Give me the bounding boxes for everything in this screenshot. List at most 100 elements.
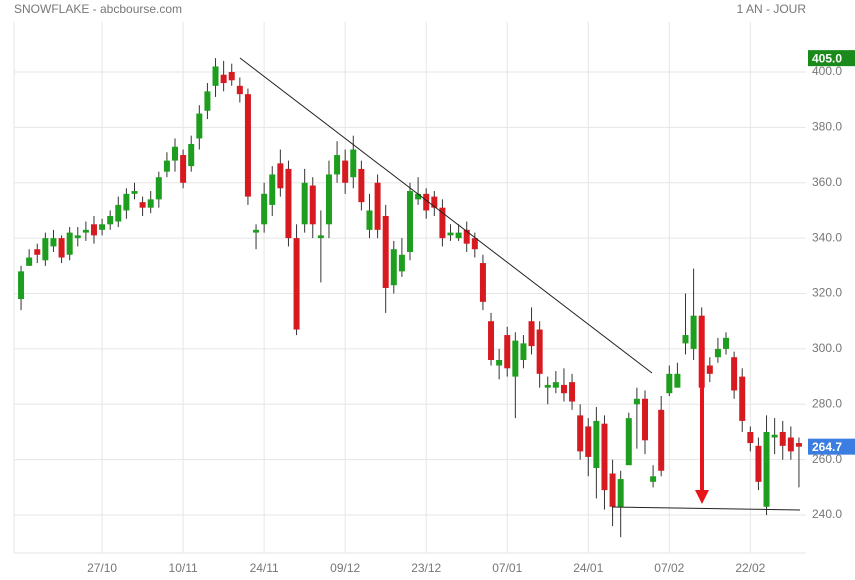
candle-body [674,373,681,388]
candle-body [463,229,470,244]
candle-body [690,315,697,349]
candle-body [504,335,511,369]
candle-body [269,174,276,205]
candle-body [123,193,130,211]
x-tick-label: 07/01 [492,561,522,575]
candle-body [147,199,154,208]
candle-body [66,232,73,255]
candle-body [552,382,559,388]
candle-body [593,420,600,468]
candle-body [34,249,41,255]
candle-body [536,329,543,374]
candle-body [520,343,527,360]
candle-body [439,207,446,239]
x-tick-label: 24/01 [573,561,603,575]
candle-body [447,232,454,236]
candle-body [512,340,519,377]
candle-body [244,94,251,197]
candle-body [293,238,300,330]
candle-body [350,149,357,178]
candle-body [577,415,584,452]
candle-body [723,337,730,349]
candle-body [18,271,25,300]
candle-body [771,434,778,438]
x-tick-label: 24/11 [250,561,279,575]
candle-body [398,254,405,272]
candle-body [763,431,770,507]
candle-body [99,224,106,230]
candle-body [325,174,332,225]
candle-body [471,238,478,250]
candle-body [666,373,673,394]
candle-body [180,155,187,183]
support-line [611,506,801,511]
candle-body [609,473,616,507]
y-tick-label: 400.0 [812,64,842,78]
candle-body [261,193,268,225]
candle-body [334,155,341,175]
x-tick-label: 27/10 [87,561,117,575]
candle-body [115,204,122,222]
candle-body [625,418,632,466]
candle-body [423,193,430,211]
y-tick-label: 320.0 [812,286,842,300]
candle-body [277,163,284,189]
chart-title: SNOWFLAKE - abcbourse.com [14,2,182,16]
x-tick-label: 09/12 [330,561,360,575]
x-tick-label: 10/11 [169,561,198,575]
price-marker-label: 264.7 [812,440,842,454]
price-marker [808,438,855,455]
candle-body [795,443,802,447]
candle-body [58,238,65,258]
candle-body [682,335,689,344]
candle-body [641,398,648,441]
candle-body [382,215,389,288]
y-tick-label: 360.0 [812,175,842,189]
candle-body [253,229,260,233]
trend-line [239,57,653,374]
candle-body [731,357,738,391]
candle-body [236,85,243,95]
candle-body [706,365,713,374]
x-tick-label: 22/02 [735,561,765,575]
candle-body [342,160,349,183]
candle-body [196,113,203,139]
candle-body [755,445,762,482]
candle-body [496,359,503,366]
candle-body [633,398,640,405]
candle-body [374,182,381,230]
x-tick-label: 07/02 [654,561,684,575]
arrow-head [695,490,709,504]
candle-body [309,185,316,225]
candle-body [650,476,657,482]
candle-body [787,437,794,452]
price-marker [808,50,855,67]
candle-body [358,168,365,203]
candle-body [747,431,754,444]
candle-body [569,382,576,402]
marks [14,22,806,553]
candle-body [204,91,211,111]
y-tick-label: 380.0 [812,120,842,134]
price-marker-label: 405.0 [812,51,842,65]
candle-body [107,215,114,225]
candle-body [220,74,227,84]
candle-body [74,235,81,239]
candle-body [131,191,138,194]
candle-body [163,160,170,172]
candle-body [390,249,397,286]
candle-body [544,384,551,388]
candle-body [658,409,665,471]
candle-body [26,257,33,266]
y-tick-label: 240.0 [812,507,842,521]
candle-body [601,423,608,491]
candle-body [560,384,567,394]
candle-body [617,479,624,507]
candle-body [301,182,308,225]
candle-body [455,232,462,239]
candle-body [155,177,162,200]
y-tick-label: 340.0 [812,230,842,244]
candle-body [212,66,219,86]
candle-body [139,202,146,208]
